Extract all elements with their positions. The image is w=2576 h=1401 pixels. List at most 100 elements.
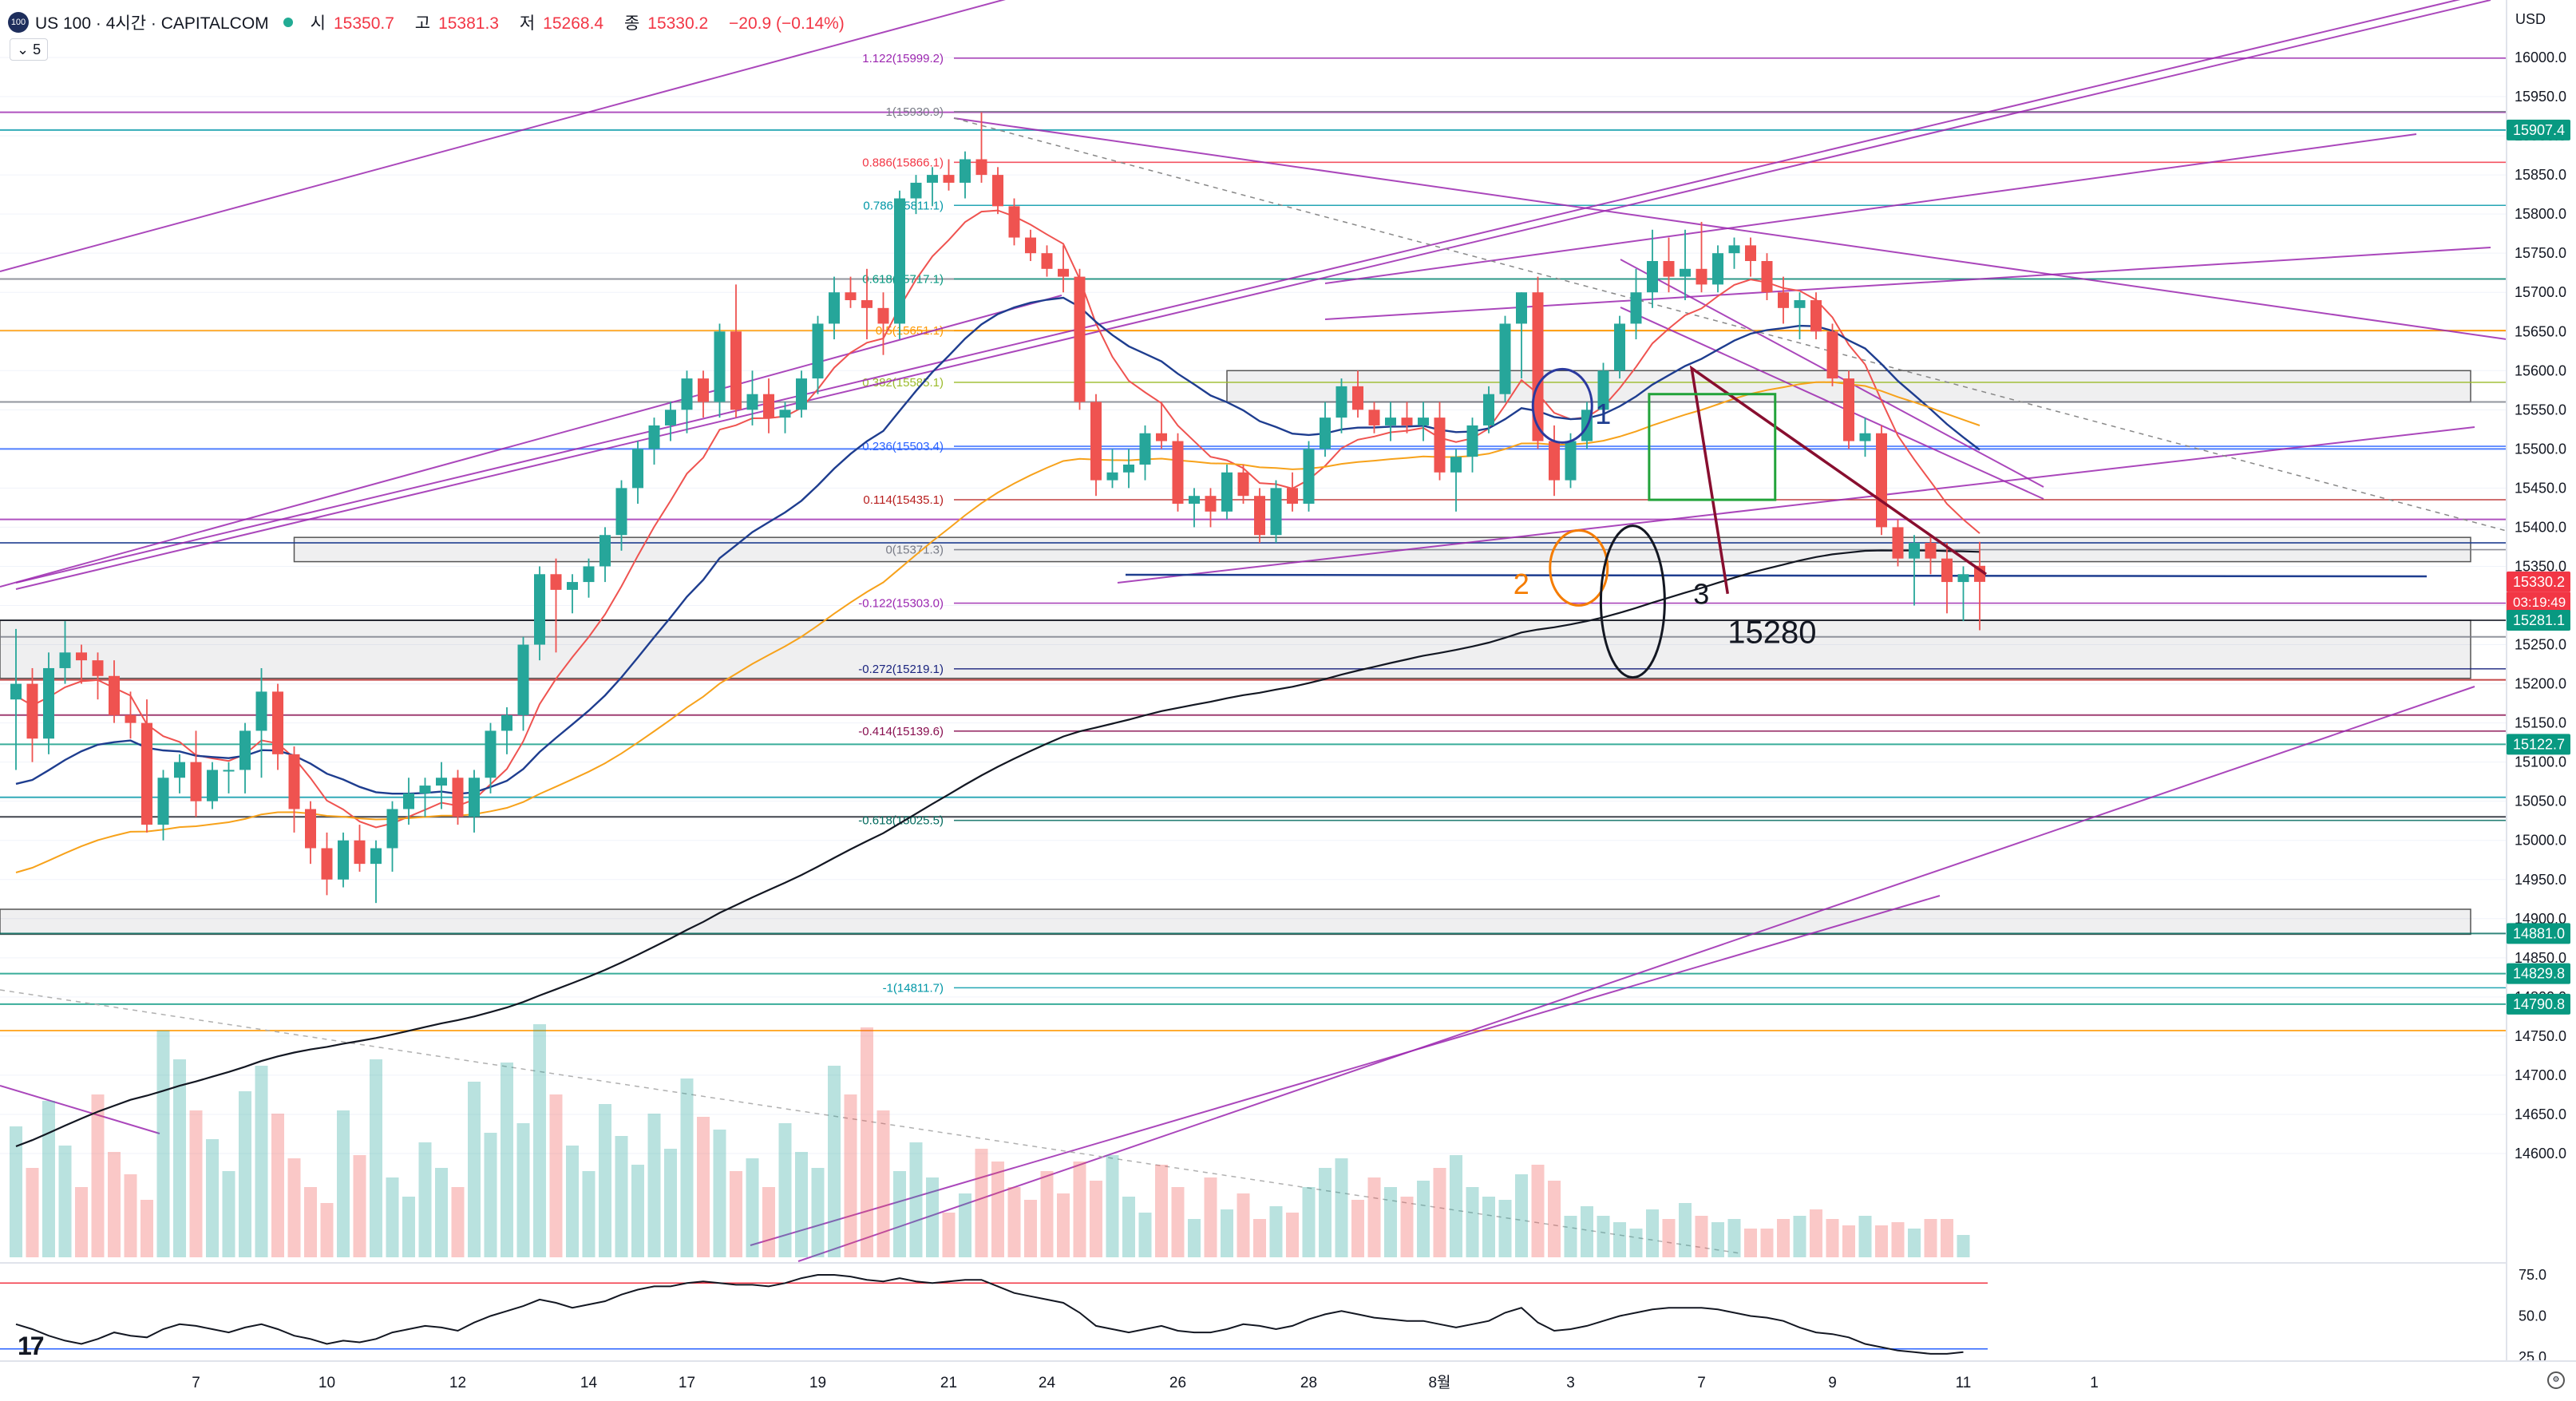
chart-grid <box>0 57 2507 1154</box>
volume-bar <box>1564 1216 1577 1257</box>
volume-bar <box>1858 1216 1872 1257</box>
candle-body <box>730 331 742 410</box>
candle-body <box>1516 292 1527 324</box>
price-tick-label: 15000.0 <box>2515 833 2566 849</box>
price-tick-label: 15850.0 <box>2515 167 2566 183</box>
volume-bar <box>1057 1193 1070 1257</box>
candle-body <box>1090 402 1102 481</box>
fib-label: 0.5(15651.1) <box>876 324 944 338</box>
ema-orange-line <box>15 381 1980 873</box>
volume-bar <box>1597 1216 1610 1257</box>
trend-line <box>1324 247 2491 320</box>
candle-body <box>354 840 366 865</box>
price-badge <box>2507 119 2570 140</box>
symbol-title[interactable]: US 100 · 4시간 · CAPITALCOM <box>35 14 269 33</box>
volume-bar <box>75 1187 88 1257</box>
candle-body <box>550 574 562 590</box>
candle-body <box>223 770 235 772</box>
candle-body <box>1597 370 1609 410</box>
candle-body <box>1270 488 1282 536</box>
candle-body <box>1794 300 1806 308</box>
candle-body <box>1368 410 1380 425</box>
candle-body <box>1237 472 1249 497</box>
volume-bar <box>1138 1213 1152 1257</box>
volume-bar <box>1204 1177 1217 1257</box>
volume-bar <box>1466 1187 1479 1257</box>
volume-bar <box>991 1162 1004 1257</box>
indicator-toggle-button[interactable]: ⌄ 5 <box>10 38 49 61</box>
time-tick-label: 24 <box>1039 1375 1056 1391</box>
candle-body <box>746 394 758 410</box>
fib-label: -0.414(15139.6) <box>858 725 944 738</box>
candle-body <box>386 809 398 849</box>
volume-bar <box>1155 1165 1168 1257</box>
candle-body <box>1254 496 1265 536</box>
trend-line <box>0 1085 160 1134</box>
volume-bar <box>1335 1158 1348 1257</box>
volume-bar <box>582 1171 596 1257</box>
time-tick-label: 7 <box>192 1375 200 1391</box>
volume-bar <box>926 1177 939 1257</box>
candle-body <box>1925 543 1937 559</box>
time-tick-label: 14 <box>580 1375 598 1391</box>
candle-body <box>305 809 316 849</box>
volume-bar <box>337 1110 350 1257</box>
open-label: 시 <box>310 14 326 33</box>
candle-body <box>1859 433 1871 441</box>
candle-body <box>109 675 120 715</box>
volume-bar <box>1613 1222 1626 1257</box>
candle-body <box>1041 253 1053 269</box>
price-tick-label: 14950.0 <box>2515 872 2566 888</box>
volume-bar <box>1040 1171 1054 1257</box>
candle-body <box>927 175 938 183</box>
candle-body <box>1401 418 1413 425</box>
volume-bar <box>1450 1155 1462 1257</box>
candle-body <box>321 848 333 880</box>
fib-label: -0.122(15303.0) <box>858 597 944 611</box>
volume-bar <box>304 1187 317 1257</box>
candle-body <box>1156 433 1167 441</box>
volume-bar <box>1515 1174 1528 1257</box>
time-tick-label: 9 <box>1828 1375 1837 1391</box>
candle-body <box>370 848 382 865</box>
volume-bar <box>1400 1197 1414 1257</box>
candle-body <box>288 754 300 809</box>
candle-body <box>43 667 54 739</box>
price-badge-label: 15122.7 <box>2513 736 2565 752</box>
volume-bar <box>795 1152 808 1257</box>
candle-body <box>681 378 693 410</box>
chart-annotation: 1 <box>1595 398 1611 430</box>
currency-label[interactable]: USD <box>2515 11 2546 27</box>
volume-bar <box>647 1114 661 1257</box>
candle-body <box>632 449 643 489</box>
low-label: 저 <box>519 14 536 33</box>
volume-bar <box>435 1168 448 1257</box>
volume-bar <box>1744 1229 1757 1257</box>
tradingview-logo[interactable]: 17 <box>18 1332 45 1360</box>
volume-bar <box>762 1187 775 1257</box>
candle-body <box>1630 292 1642 324</box>
high-label: 고 <box>414 14 431 33</box>
volume-bar <box>1629 1229 1643 1257</box>
price-tick-label: 16000.0 <box>2515 49 2566 65</box>
candle-body <box>1745 245 1756 261</box>
candle-body <box>763 394 774 418</box>
price-tick-label: 15700.0 <box>2515 284 2566 300</box>
trend-line <box>15 0 2461 584</box>
volume-bar <box>811 1168 825 1257</box>
volume-bar <box>402 1197 415 1257</box>
volume-bar <box>1482 1197 1495 1257</box>
volume-bar <box>1417 1181 1430 1257</box>
time-tick-label: 3 <box>1566 1375 1575 1391</box>
candle-body <box>894 198 905 324</box>
volume-bar <box>713 1130 726 1257</box>
volume-bar <box>1695 1216 1708 1257</box>
volume-bar <box>1777 1219 1790 1257</box>
fib-label: -0.272(15219.1) <box>858 663 944 676</box>
candle-body <box>714 331 726 402</box>
settings-gear-icon[interactable]: ⚙ <box>2547 1371 2565 1389</box>
time-tick-label: 19 <box>809 1375 826 1391</box>
time-axis: 7 10 12 14 17 19 21 24 26 28 8월 3 7 9 11 1 <box>0 1360 2576 1391</box>
candle-body <box>190 762 202 801</box>
